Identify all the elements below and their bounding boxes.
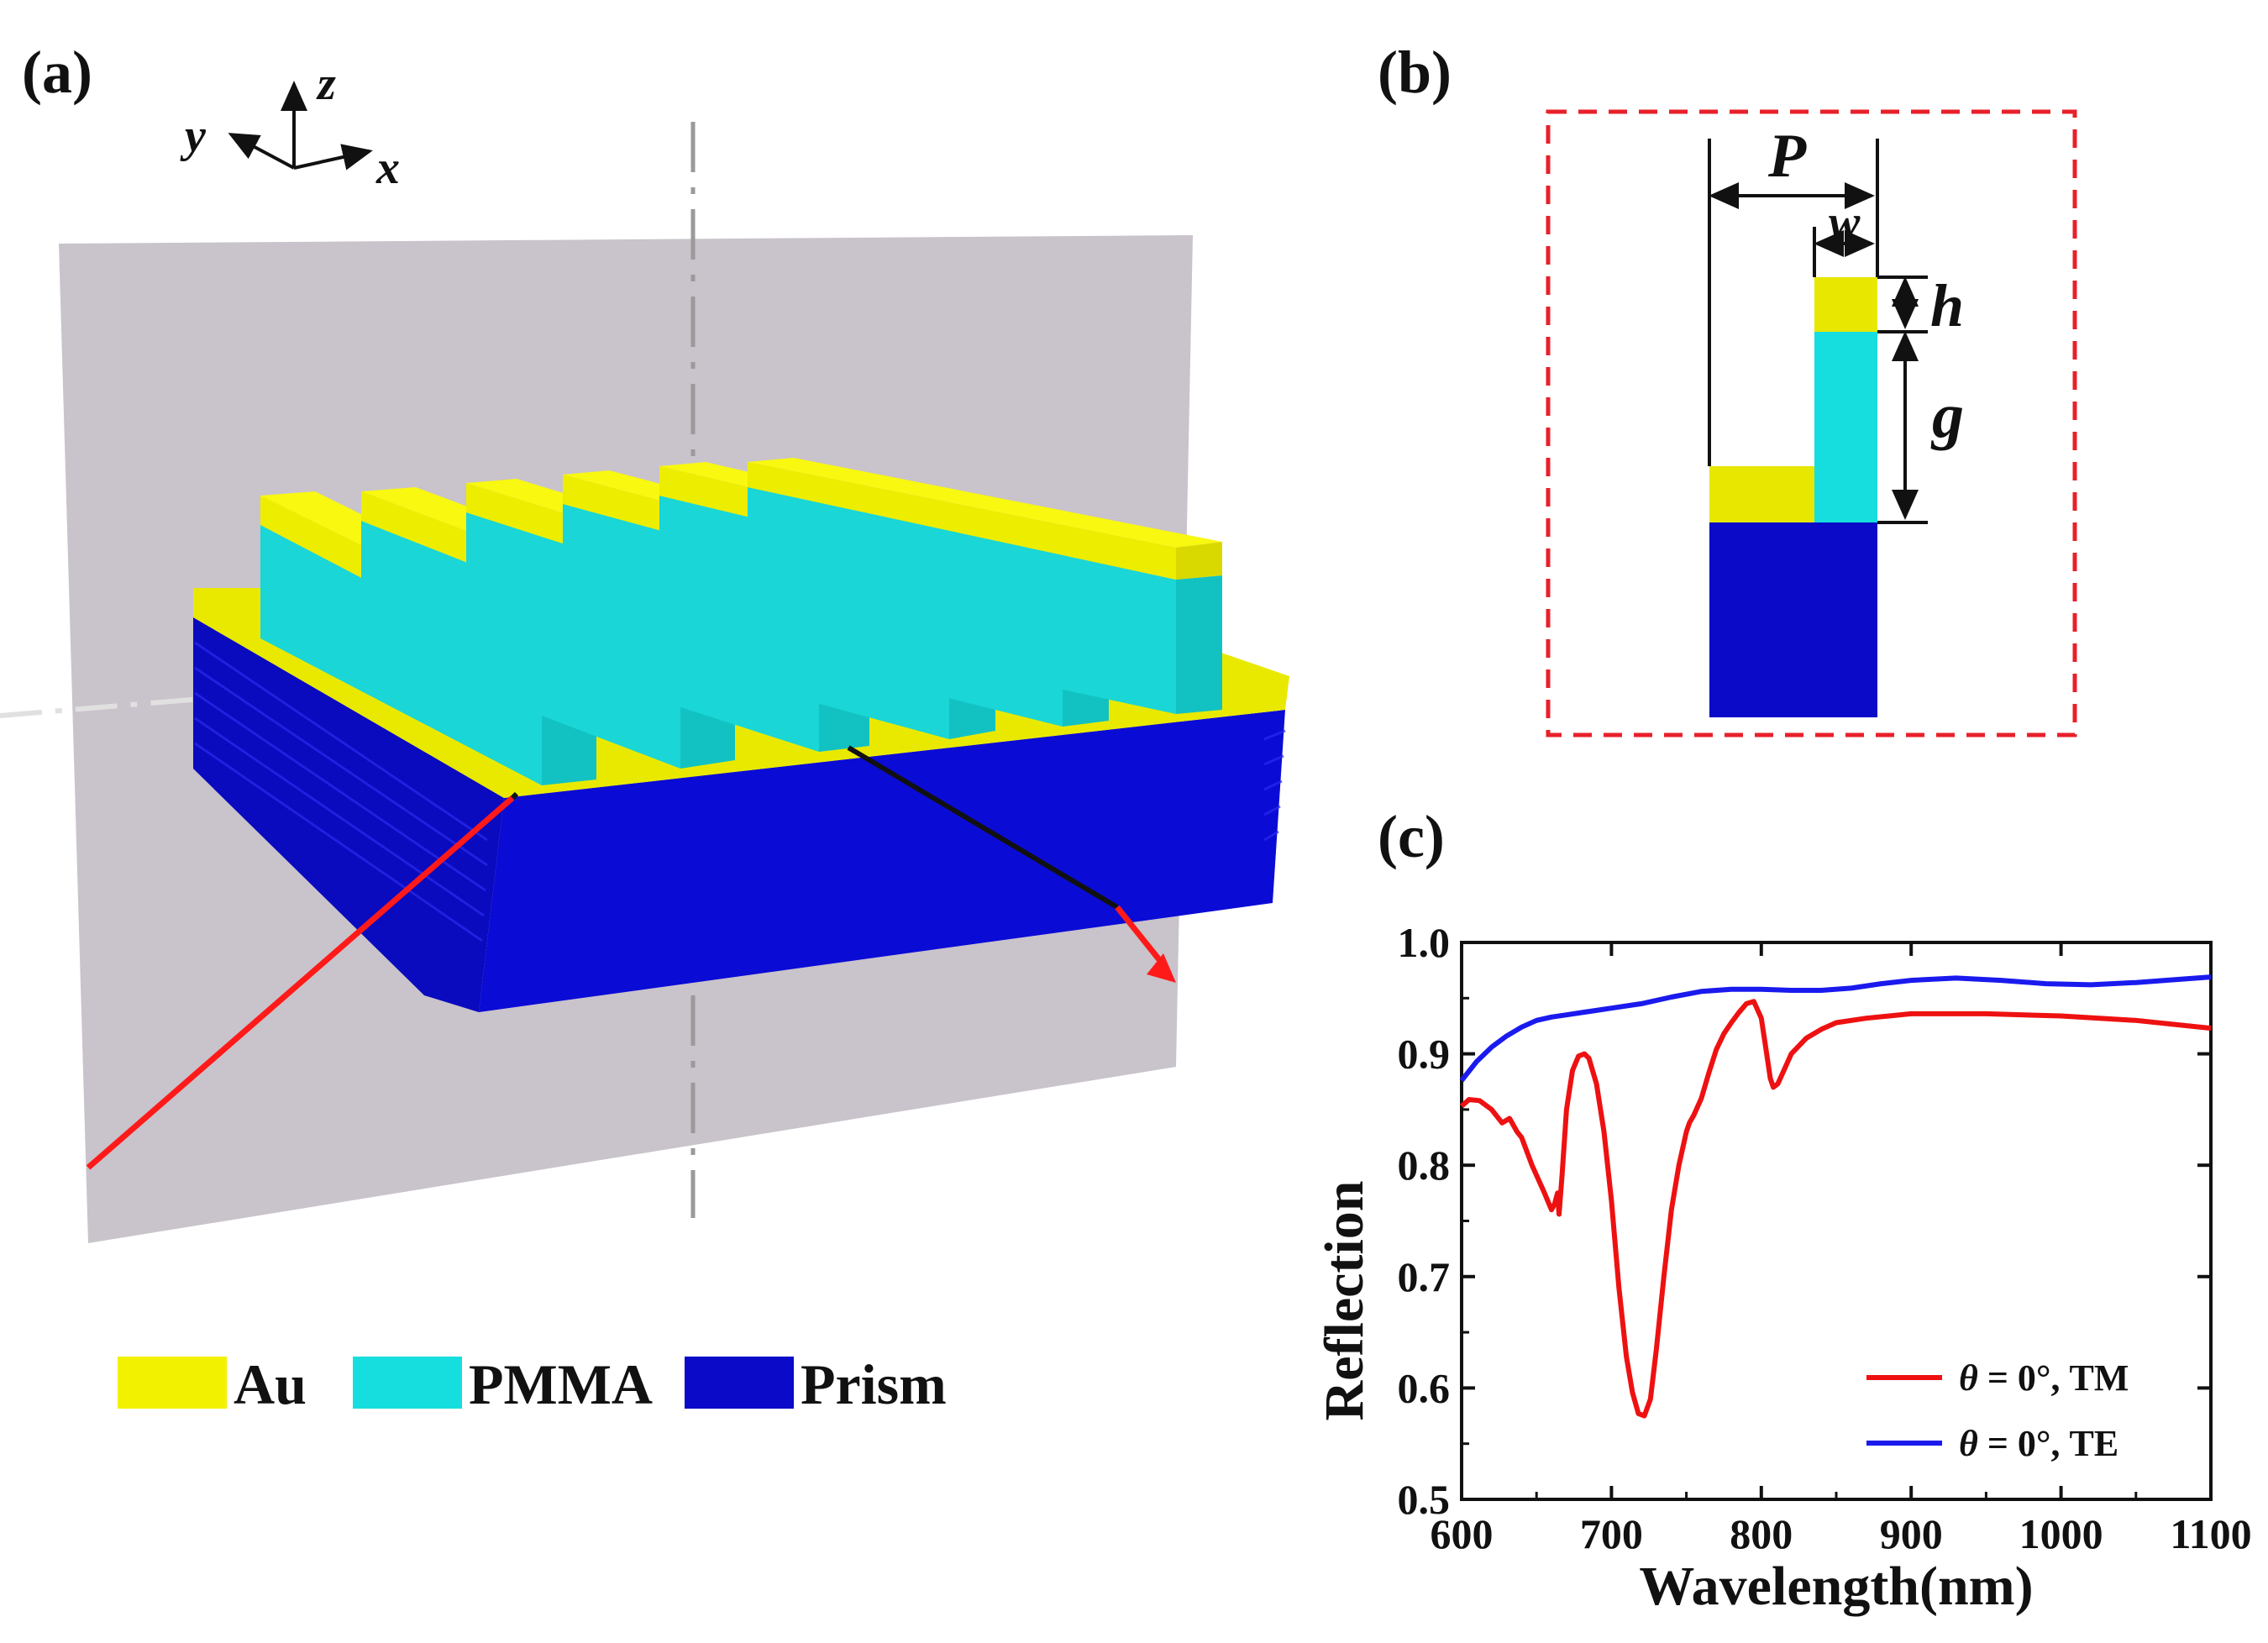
panel-c-label: (c) bbox=[1378, 803, 1445, 870]
legend-label-prism: Prism bbox=[801, 1352, 947, 1416]
plot-frame bbox=[1460, 941, 2213, 1501]
unit-cell-gold-base bbox=[1709, 466, 1814, 522]
y-tick-label: 0.5 bbox=[1398, 1476, 1451, 1523]
y-axis-arrow bbox=[228, 133, 295, 170]
legend-swatch-prism bbox=[685, 1357, 794, 1409]
reflected-ray-arrowhead bbox=[1147, 953, 1176, 983]
legend-label-tm: θ = 0°, TM bbox=[1959, 1357, 2129, 1399]
x-tick-label: 900 bbox=[1880, 1510, 1943, 1557]
x-tick-label: 600 bbox=[1431, 1510, 1494, 1557]
series-line-tm bbox=[1460, 999, 2212, 1419]
y-tick-label: 0.9 bbox=[1398, 1031, 1451, 1078]
panel-b: (b) P w h g bbox=[1378, 39, 2077, 738]
reflection-chart: 600 700 800 900 1000 1100 0.5 0.6 0.7 0.8 0.9 1.0 Wa… bbox=[1314, 919, 2252, 1617]
legend-label-au: Au bbox=[234, 1352, 307, 1416]
width-label: w bbox=[1829, 197, 1861, 249]
coordinate-axes bbox=[228, 81, 373, 171]
x-axis-arrow bbox=[293, 144, 373, 171]
panel-a: (a) z x y bbox=[0, 39, 1289, 1416]
dimension-lines bbox=[1708, 139, 1928, 524]
series-line-te bbox=[1459, 974, 2212, 1083]
x-axis-title: Wavelength(nm) bbox=[1639, 1556, 2033, 1617]
x-tick-label: 700 bbox=[1580, 1510, 1643, 1557]
panel-b-label: (b) bbox=[1378, 39, 1452, 106]
incident-ray-front bbox=[86, 795, 515, 1170]
gap-label: g bbox=[1930, 381, 1964, 451]
panel-a-label: (a) bbox=[22, 39, 92, 106]
prism-block bbox=[193, 617, 1286, 1012]
prism-front-face bbox=[479, 710, 1285, 1012]
period-label: P bbox=[1767, 122, 1807, 191]
x-tick-label: 1100 bbox=[2170, 1510, 2251, 1557]
x-tick-label: 1000 bbox=[2019, 1510, 2103, 1557]
x-axis-label: x bbox=[375, 142, 400, 194]
y-tick-label: 0.7 bbox=[1398, 1253, 1451, 1300]
prism-left-face bbox=[193, 617, 504, 1012]
incident-ray-hidden bbox=[510, 791, 519, 801]
legend-label-pmma: PMMA bbox=[469, 1352, 653, 1416]
y-axis-label: y bbox=[180, 110, 207, 162]
reflected-ray-hidden bbox=[847, 745, 1119, 910]
y-axis-title: Reflection bbox=[1314, 1181, 1375, 1421]
ridge-6 bbox=[748, 458, 1222, 714]
legend-label-te: θ = 0°, TE bbox=[1959, 1423, 2118, 1464]
y-tick-label: 0.6 bbox=[1398, 1364, 1451, 1411]
y-tick-label: 1.0 bbox=[1398, 919, 1451, 966]
unit-cell-gold-cap bbox=[1814, 277, 1877, 332]
panel-c: (c) 600 700 800 900 1000 1100 0.5 0.6 0.7 0.8 0.9 1… bbox=[1314, 803, 2252, 1617]
material-legend: Au PMMA Prism bbox=[118, 1352, 947, 1416]
z-axis-label: z bbox=[316, 58, 336, 110]
grating-ridges bbox=[260, 458, 1222, 785]
unit-cell-prism bbox=[1709, 522, 1877, 717]
legend-swatch-au bbox=[118, 1357, 227, 1409]
y-tick-label: 0.8 bbox=[1398, 1142, 1451, 1189]
prism-serrations bbox=[194, 641, 1286, 942]
x-tick-label: 800 bbox=[1730, 1510, 1793, 1557]
unit-cell-pmma bbox=[1814, 332, 1877, 522]
height-label: h bbox=[1930, 272, 1964, 339]
legend-swatch-pmma bbox=[353, 1357, 462, 1409]
